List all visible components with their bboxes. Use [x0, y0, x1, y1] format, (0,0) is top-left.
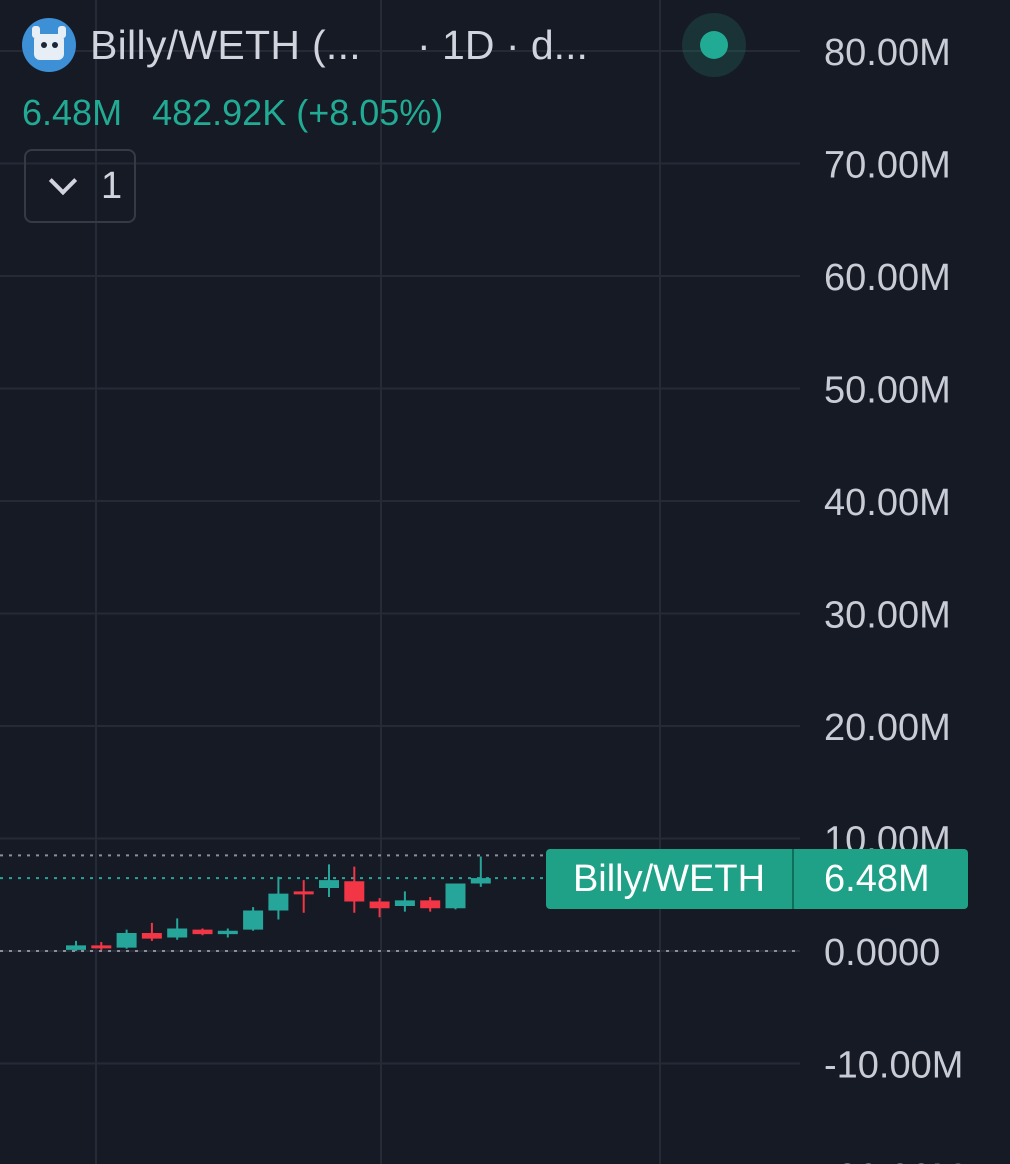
candle-body — [293, 891, 314, 895]
chevron-down-icon — [48, 166, 78, 196]
candle-body — [192, 929, 213, 935]
y-axis-tick-label: -20.00M — [824, 1157, 963, 1164]
y-axis-tick-label: 30.00M — [824, 595, 951, 637]
close-value: 6.48M — [22, 92, 123, 133]
pair-title: Billy/WETH (... — [90, 21, 361, 68]
candle-body — [344, 881, 365, 902]
candle-body — [445, 883, 466, 909]
y-axis-tick-label: 70.00M — [824, 145, 951, 187]
y-axis-tick-label: 60.00M — [824, 257, 951, 299]
change-abs: 482.92K — [152, 92, 287, 133]
last-price-label: Billy/WETH 6.48M — [546, 849, 968, 909]
y-axis-tick-label: 20.00M — [824, 707, 951, 749]
price-label-value: 6.48M — [824, 857, 930, 900]
y-axis-tick-label: -10.00M — [824, 1045, 963, 1087]
candle-body — [470, 878, 491, 884]
candle-body — [268, 893, 289, 911]
y-axis-tick-label: 50.00M — [824, 370, 951, 412]
candle-body — [420, 900, 441, 909]
interval-label: · 1D · d... — [416, 21, 588, 68]
price-change-row: 6.48M 482.92K (+8.05%) — [22, 92, 443, 134]
candle-body — [66, 945, 86, 950]
candle-body — [243, 910, 264, 930]
candle-body — [141, 933, 162, 939]
token-avatar-icon — [22, 18, 76, 72]
candle-body — [319, 880, 339, 888]
price-label-symbol: Billy/WETH — [546, 849, 794, 909]
change-pct: (+8.05%) — [296, 92, 444, 133]
market-status-icon[interactable] — [682, 13, 746, 77]
candle-body — [369, 901, 390, 909]
indicators-collapse-button[interactable]: 1 — [24, 149, 136, 223]
candle-body — [394, 900, 415, 906]
candle-body — [91, 945, 112, 949]
indicator-count: 1 — [101, 164, 123, 207]
candle-body — [116, 933, 137, 948]
candle-body — [167, 928, 188, 938]
y-axis-tick-label: 80.00M — [824, 32, 951, 74]
status-dot — [700, 31, 728, 59]
candle-body — [217, 930, 238, 935]
symbol-header[interactable]: Billy/WETH (... · 1D · d... — [22, 18, 588, 72]
change-value: 482.92K (+8.05%) — [152, 92, 443, 133]
y-axis-tick-label: 0.0000 — [824, 932, 940, 974]
y-axis-tick-label: 40.00M — [824, 482, 951, 524]
